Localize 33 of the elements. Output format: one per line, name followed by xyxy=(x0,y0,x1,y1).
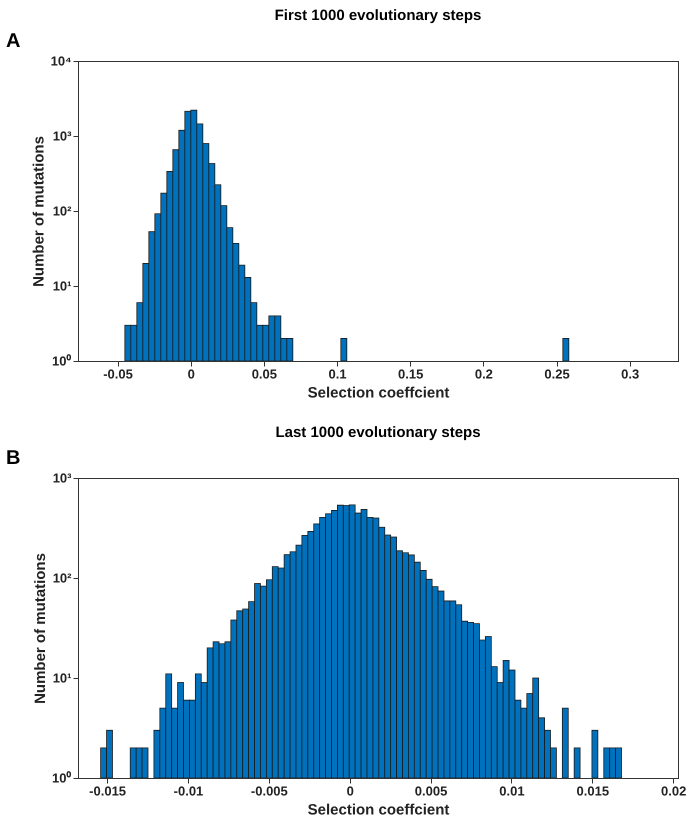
y-tick-label: 10⁴ xyxy=(50,54,72,68)
x-tick-label: -0.01 xyxy=(174,784,204,798)
y-axis-title: Number of mutations xyxy=(32,553,50,704)
x-tick-label: 0.25 xyxy=(544,366,570,382)
y-tick-label: 10³ xyxy=(52,128,72,144)
x-tick-label: 0.3 xyxy=(621,366,640,382)
x-tick-label: 0.005 xyxy=(414,784,448,798)
y-tick-label: 10² xyxy=(52,204,72,218)
chart-title: First 1000 evolutionary steps xyxy=(274,7,482,24)
x-tick-label: 0 xyxy=(188,366,195,382)
y-tick-label: 10¹ xyxy=(52,670,72,686)
y-axis-title: Number of mutations xyxy=(30,136,48,287)
x-tick-label: 0.01 xyxy=(499,784,525,798)
x-axis-title: Selection coeffcient xyxy=(308,384,450,402)
x-tick-label: 0.15 xyxy=(398,366,424,382)
x-tick-label: -0.05 xyxy=(103,366,133,382)
y-tick-label: 10⁰ xyxy=(52,354,72,368)
x-tick-label: 0.1 xyxy=(328,366,347,382)
x-tick-label: 0.05 xyxy=(252,366,278,382)
y-tick-label: 10⁰ xyxy=(52,770,72,786)
text: B xyxy=(6,447,20,469)
x-tick-label: -0.005 xyxy=(250,784,288,798)
x-tick-label: -0.015 xyxy=(89,784,126,798)
y-tick-label: 10¹ xyxy=(52,278,72,294)
x-tick-label: 0.02 xyxy=(660,784,686,798)
x-tick-label: 0 xyxy=(346,784,354,798)
x-tick-label: 0.2 xyxy=(474,366,493,382)
x-axis-title: Selection coeffcient xyxy=(308,802,450,818)
x-tick-label: 0.015 xyxy=(576,784,610,798)
text: A xyxy=(6,30,20,52)
chart-title: Last 1000 evolutionary steps xyxy=(275,424,481,441)
y-tick-label: 10² xyxy=(52,570,72,586)
y-tick-label: 10³ xyxy=(52,470,72,486)
